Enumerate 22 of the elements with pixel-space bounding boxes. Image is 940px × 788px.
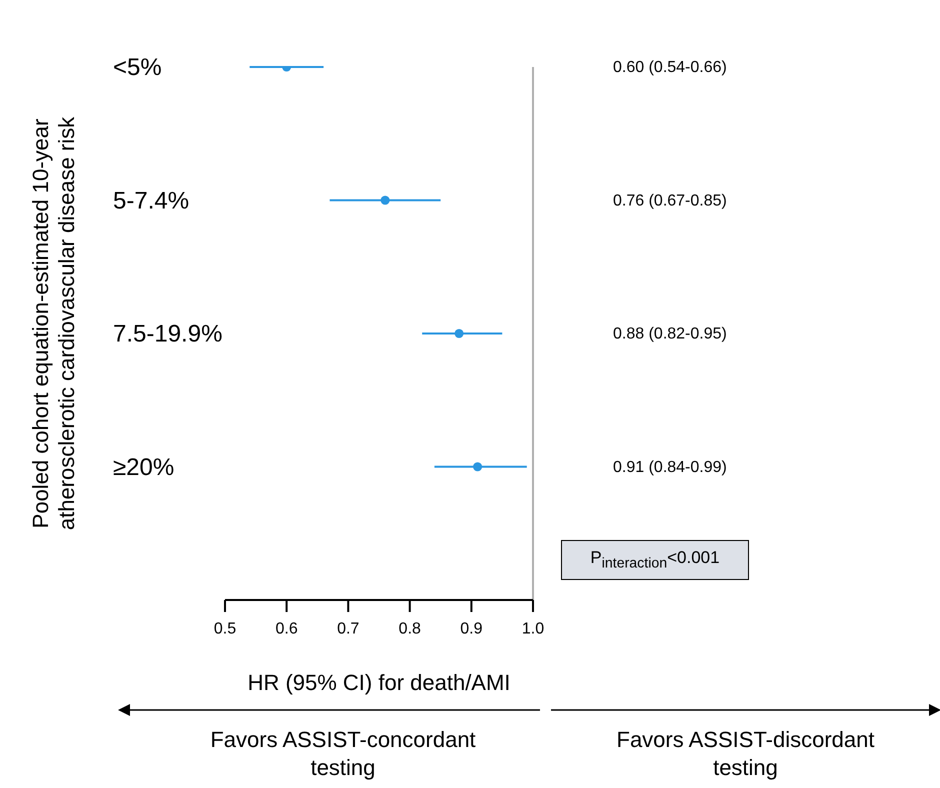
y-axis-title: Pooled cohort equation-estimated 10-year atherosclerotic cardiovascular disease risk — [28, 116, 79, 530]
x-tick-label: 0.9 — [460, 620, 483, 638]
x-tick-label: 0.5 — [214, 620, 236, 638]
data-label: 0.88 (0.82-0.95) — [613, 326, 727, 342]
x-tick-label: 0.8 — [398, 620, 422, 638]
y-tick-label: ≥20% — [113, 454, 174, 481]
x-axis-title: HR (95% CI) for death/AMI — [248, 670, 510, 695]
y-tick-label: 7.5-19.9% — [113, 320, 222, 348]
point — [473, 462, 482, 472]
text: P$_{interaction}$<0.001 — [590, 548, 720, 572]
text: Favors ASSIST-concordant testing — [209, 726, 477, 782]
text: Favors ASSIST-discordant testing — [616, 726, 876, 782]
data-label: 0.91 (0.84-0.99) — [613, 458, 727, 476]
x-tick-label: 0.6 — [275, 620, 298, 638]
point — [454, 328, 464, 338]
x-tick-label: 1.0 — [522, 620, 544, 638]
y-tick-label: 5-7.4% — [113, 187, 190, 214]
x-tick-label: 0.7 — [337, 620, 360, 638]
y-tick-label: <5% — [113, 54, 162, 81]
data-label: 0.76 (0.67-0.85) — [613, 192, 727, 210]
point — [380, 196, 390, 205]
data-label: 0.60 (0.54-0.66) — [613, 59, 727, 76]
